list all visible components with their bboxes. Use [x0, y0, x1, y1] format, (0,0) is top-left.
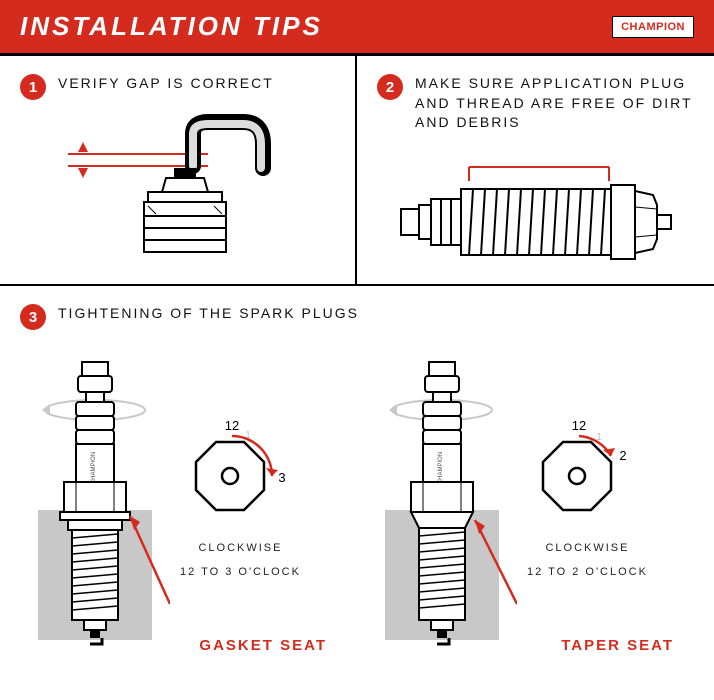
gasket-seat-col: CHAMPION [20, 344, 347, 654]
step-1-panel: 1 Verify gap is correct [0, 56, 357, 284]
gasket-rotation-desc: CLOCKWISE [180, 541, 301, 556]
header-bar: INSTALLATION TIPS CHAMPION [0, 0, 714, 56]
gasket-rotation-range: 12 TO 3 O'CLOCK [180, 565, 301, 580]
gasket-plug-icon: CHAMPION [20, 344, 170, 654]
taper-clock-icon: 12 1 2 [527, 418, 647, 528]
brand-logo: CHAMPION [612, 16, 694, 38]
svg-text:CHAMPION: CHAMPION [91, 452, 97, 484]
taper-seat-label: TAPER SEAT [561, 637, 674, 654]
gasket-clock-area: 12 1 3 CLOCKWISE 12 TO 3 O'CLOCK [180, 418, 301, 580]
step-3-head: 3 Tightening of the spark plugs [20, 304, 694, 330]
plugs-row: CHAMPION [20, 344, 694, 654]
taper-rotation-desc: CLOCKWISE [527, 541, 648, 556]
taper-seat-col: CHAMPION [367, 344, 694, 654]
step-3-text: Tightening of the spark plugs [58, 304, 359, 324]
clock-12-label: 12 [572, 418, 586, 433]
taper-rotation-range: 12 TO 2 O'CLOCK [527, 565, 648, 580]
gasket-seat-label: GASKET SEAT [199, 637, 327, 654]
gasket-clock-icon: 12 1 3 [180, 418, 300, 528]
svg-text:CHAMPION: CHAMPION [438, 452, 444, 484]
step-3-number: 3 [20, 304, 46, 330]
taper-clock-area: 12 1 2 CLOCKWISE 12 TO 2 O'CLOCK [527, 418, 648, 580]
step-2-panel: 2 Make sure application plug and thread … [357, 56, 714, 284]
gap-illustration [20, 114, 335, 264]
clock-12-label: 12 [225, 418, 239, 433]
step-1-head: 1 Verify gap is correct [20, 74, 335, 100]
clock-3-label: 3 [279, 470, 286, 485]
step-1-number: 1 [20, 74, 46, 100]
step-1-text: Verify gap is correct [58, 74, 274, 94]
step-2-text: Make sure application plug and thread ar… [415, 74, 694, 133]
step-2-number: 2 [377, 74, 403, 100]
top-panels: 1 Verify gap is correct [0, 56, 714, 286]
step-2-head: 2 Make sure application plug and thread … [377, 74, 694, 133]
step-3-panel: 3 Tightening of the spark plugs CHAMP [0, 286, 714, 672]
thread-illustration [377, 147, 694, 277]
clock-2-label: 2 [620, 448, 627, 463]
page-title: INSTALLATION TIPS [20, 11, 323, 42]
taper-plug-icon: CHAMPION [367, 344, 517, 654]
